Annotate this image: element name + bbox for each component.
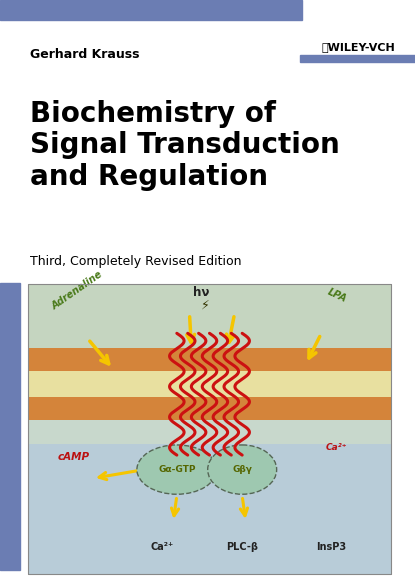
Text: ⚡: ⚡ bbox=[201, 299, 210, 312]
Ellipse shape bbox=[208, 445, 277, 494]
Bar bbox=[28, 284, 391, 420]
Text: LPA: LPA bbox=[326, 286, 348, 304]
Text: Adrenaline: Adrenaline bbox=[50, 269, 105, 312]
Text: hν: hν bbox=[193, 286, 210, 299]
Text: ⓇWILEY-VCH: ⓇWILEY-VCH bbox=[321, 42, 395, 52]
Text: InsP3: InsP3 bbox=[316, 542, 346, 552]
Bar bbox=[28, 371, 391, 397]
Text: PLC-β: PLC-β bbox=[226, 542, 258, 552]
Bar bbox=[28, 397, 391, 420]
Bar bbox=[28, 348, 391, 371]
Bar bbox=[28, 444, 391, 574]
Text: Biochemistry of
Signal Transduction
and Regulation: Biochemistry of Signal Transduction and … bbox=[30, 100, 340, 191]
Text: Gerhard Krauss: Gerhard Krauss bbox=[30, 48, 139, 61]
Text: Ca²⁺: Ca²⁺ bbox=[151, 542, 174, 552]
Bar bbox=[28, 284, 391, 574]
Bar bbox=[0, 0, 302, 20]
Text: Gα-GTP: Gα-GTP bbox=[158, 465, 195, 474]
Bar bbox=[300, 55, 415, 62]
Text: Gβγ: Gβγ bbox=[232, 465, 252, 474]
Bar bbox=[0, 283, 20, 570]
Ellipse shape bbox=[137, 445, 217, 494]
Text: cAMP: cAMP bbox=[58, 452, 90, 462]
Bar bbox=[28, 284, 391, 574]
Text: Ca²⁺: Ca²⁺ bbox=[326, 444, 347, 453]
Text: Third, Completely Revised Edition: Third, Completely Revised Edition bbox=[30, 255, 242, 268]
